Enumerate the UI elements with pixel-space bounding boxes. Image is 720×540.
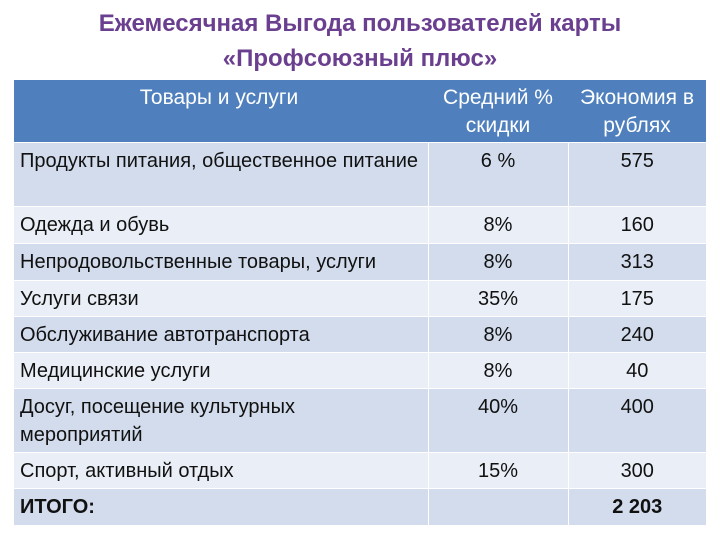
total-discount bbox=[427, 488, 568, 525]
row-discount: 8% bbox=[427, 206, 568, 244]
title-line-1: Ежемесячная Выгода пользователей карты bbox=[98, 10, 622, 37]
total-savings: 2 203 bbox=[567, 488, 706, 525]
total-row: ИТОГО: 2 203 bbox=[14, 488, 706, 525]
table-row: Медицинские услуги 8% 40 bbox=[14, 352, 706, 389]
row-savings: 313 bbox=[567, 243, 706, 281]
row-item: Досуг, посещение культурных мероприятий bbox=[14, 388, 428, 453]
row-item: Услуги связи bbox=[14, 280, 428, 317]
row-discount: 15% bbox=[427, 452, 568, 489]
table-row: Продукты питания, общественное питание 6… bbox=[14, 142, 706, 207]
row-item: Одежда и обувь bbox=[14, 206, 428, 244]
row-discount: 8% bbox=[427, 243, 568, 281]
row-savings: 240 bbox=[567, 316, 706, 353]
row-item: Спорт, активный отдых bbox=[14, 452, 428, 489]
table-row: Непродовольственные товары, услуги 8% 31… bbox=[14, 243, 706, 281]
table-row: Одежда и обувь 8% 160 bbox=[14, 206, 706, 244]
row-savings: 40 bbox=[567, 352, 706, 389]
row-discount: 8% bbox=[427, 352, 568, 389]
table-row: Услуги связи 35% 175 bbox=[14, 280, 706, 317]
total-label: ИТОГО: bbox=[14, 488, 428, 525]
savings-table: Товары и услуги Средний % скидки Экономи… bbox=[14, 80, 706, 525]
table-row: Обслуживание автотранспорта 8% 240 bbox=[14, 316, 706, 353]
row-savings: 175 bbox=[567, 280, 706, 317]
table-header-row: Товары и услуги Средний % скидки Экономи… bbox=[14, 80, 706, 143]
row-item: Продукты питания, общественное питание bbox=[14, 142, 428, 207]
header-savings-rub: Экономия в рублях bbox=[568, 80, 706, 143]
row-savings: 300 bbox=[567, 452, 706, 489]
row-item: Непродовольственные товары, услуги bbox=[14, 243, 428, 281]
slide-title: Ежемесячная Выгода пользователей карты «… bbox=[0, 6, 720, 76]
row-discount: 35% bbox=[427, 280, 568, 317]
table-row: Досуг, посещение культурных мероприятий … bbox=[14, 388, 706, 453]
row-item: Обслуживание автотранспорта bbox=[14, 316, 428, 353]
header-avg-discount: Средний % скидки bbox=[428, 80, 568, 143]
row-savings: 575 bbox=[567, 142, 706, 207]
row-item: Медицинские услуги bbox=[14, 352, 428, 389]
row-discount: 6 % bbox=[427, 142, 568, 207]
row-savings: 160 bbox=[567, 206, 706, 244]
row-discount: 40% bbox=[427, 388, 568, 453]
row-discount: 8% bbox=[427, 316, 568, 353]
table-row: Спорт, активный отдых 15% 300 bbox=[14, 452, 706, 489]
title-line-2: «Профсоюзный плюс» bbox=[222, 45, 498, 72]
row-savings: 400 bbox=[567, 388, 706, 453]
header-goods-services: Товары и услуги bbox=[14, 80, 428, 143]
